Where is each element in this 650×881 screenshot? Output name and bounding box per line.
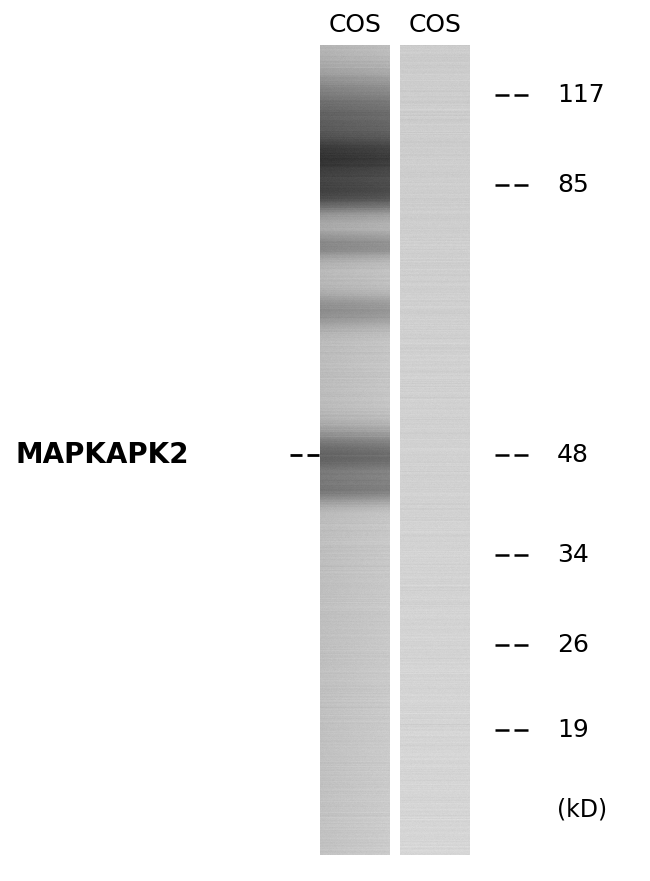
Text: 34: 34 bbox=[557, 543, 589, 567]
Text: COS: COS bbox=[328, 13, 382, 37]
Text: MAPKAPK2: MAPKAPK2 bbox=[15, 441, 188, 469]
Text: 48: 48 bbox=[557, 443, 589, 467]
Text: 26: 26 bbox=[557, 633, 589, 657]
Text: 19: 19 bbox=[557, 718, 589, 742]
Text: (kD): (kD) bbox=[557, 798, 607, 822]
Text: 117: 117 bbox=[557, 83, 604, 107]
Text: COS: COS bbox=[409, 13, 462, 37]
Text: 85: 85 bbox=[557, 173, 589, 197]
